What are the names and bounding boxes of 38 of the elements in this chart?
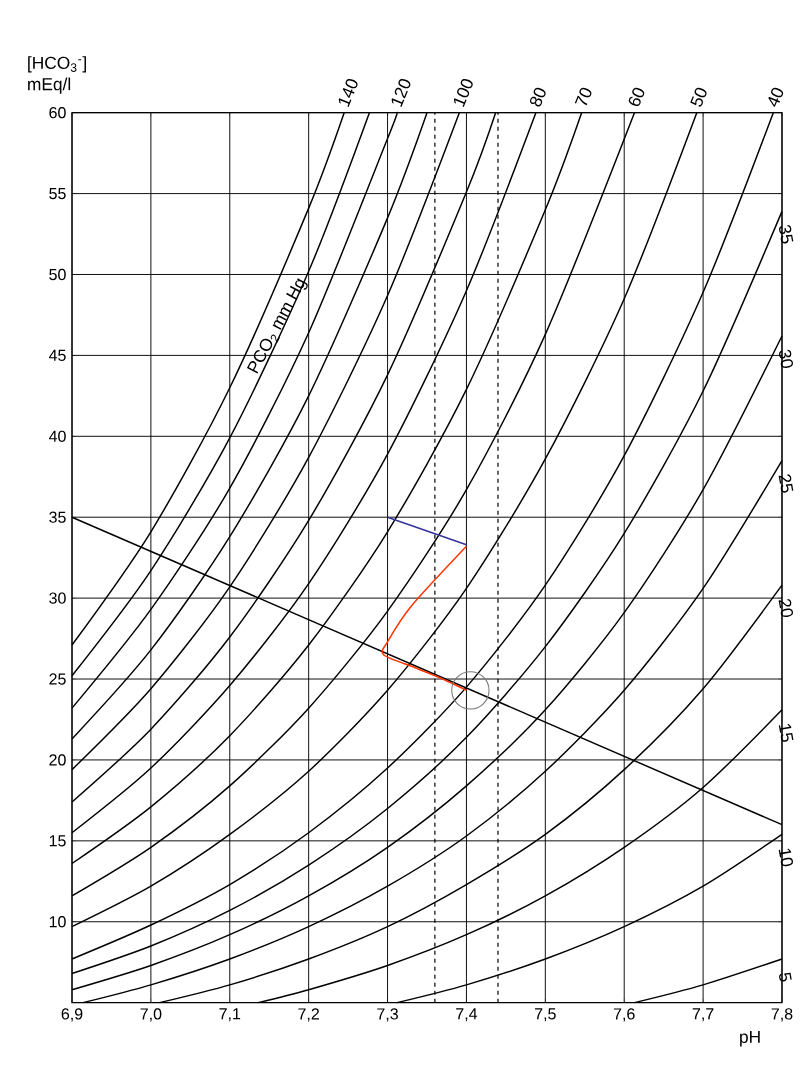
x-axis-title: pH xyxy=(740,1030,760,1047)
text: 60 xyxy=(628,87,645,107)
legend-label: 10 xyxy=(778,848,793,867)
text: 5 xyxy=(779,972,792,982)
y-tick-label: 35 xyxy=(49,511,66,523)
y-tick-label: 55 xyxy=(49,188,66,200)
text: 40 xyxy=(768,87,784,107)
legend-label: 20 xyxy=(778,598,793,618)
y-tick-label: 60 xyxy=(49,107,66,119)
y-tick-label: 45 xyxy=(48,349,66,361)
text: 50 xyxy=(690,87,707,107)
legend-label: 30 xyxy=(779,349,793,368)
x-tick-label: 7,5 xyxy=(535,1008,556,1022)
x-tick-label: 7,6 xyxy=(613,1008,635,1022)
y-tick-label: 50 xyxy=(49,268,66,281)
text: 80 xyxy=(529,87,546,107)
x-tick-label: 7,4 xyxy=(456,1008,478,1022)
y-tick-label: 30 xyxy=(49,592,66,604)
x-tick-label: 7,0 xyxy=(140,1008,162,1022)
y-tick-label: 40 xyxy=(48,430,66,442)
y-tick-label: 25 xyxy=(49,673,66,685)
text: 25 xyxy=(778,474,794,493)
x-tick-label: 6,9 xyxy=(61,1008,83,1022)
text: 100 xyxy=(453,78,473,107)
x-tick-label: 7,1 xyxy=(219,1008,241,1022)
y-tick-label: 20 xyxy=(49,754,66,766)
x-tick-label: 7,8 xyxy=(771,1008,793,1022)
text: 70 xyxy=(574,87,592,106)
y-axis-title: [HCO$_{3}$$^{-}$] mEq/l xyxy=(28,56,86,94)
x-tick-label: 7,2 xyxy=(298,1008,319,1022)
text: 140 xyxy=(338,78,358,107)
text: 15 xyxy=(778,724,794,742)
x-tick-label: 7,7 xyxy=(692,1008,714,1022)
text: 35 xyxy=(779,225,794,244)
text: 120 xyxy=(391,78,411,107)
y-tick-label: 15 xyxy=(49,835,66,847)
x-tick-label: 7,3 xyxy=(377,1008,398,1022)
y-tick-label: 10 xyxy=(49,916,66,928)
